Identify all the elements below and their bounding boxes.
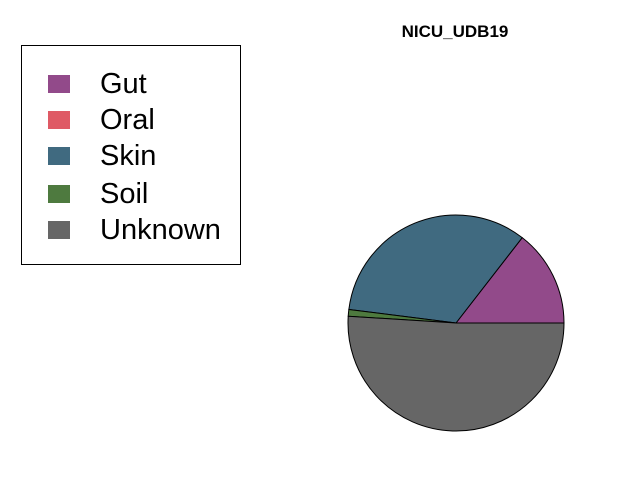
pie-slice-unknown	[347, 315, 565, 432]
legend-label-oral: Oral	[100, 104, 155, 136]
legend-item-oral: Oral	[48, 102, 155, 138]
legend-swatch-gut	[48, 75, 70, 93]
legend-label-unknown: Unknown	[100, 214, 221, 246]
pie-slice-skin	[348, 214, 523, 324]
chart-title: NICU_UDB19	[401, 22, 509, 41]
legend-label-soil: Soil	[100, 178, 149, 210]
legend-label-skin: Skin	[100, 140, 157, 172]
pie-slice-gut	[454, 236, 565, 324]
legend-item-skin: Skin	[48, 138, 156, 174]
legend-swatch-unknown	[48, 221, 70, 239]
legend-swatch-soil	[48, 185, 70, 203]
legend: Gut Oral Skin Soil Unknown	[21, 45, 241, 265]
legend-item-soil: Soil	[48, 176, 148, 212]
legend-item-unknown: Unknown	[48, 212, 221, 248]
legend-swatch-oral	[48, 111, 70, 129]
legend-swatch-skin	[48, 147, 70, 165]
legend-label-gut: Gut	[100, 68, 147, 100]
pie-slices	[347, 214, 565, 432]
legend-item-gut: Gut	[48, 66, 147, 102]
